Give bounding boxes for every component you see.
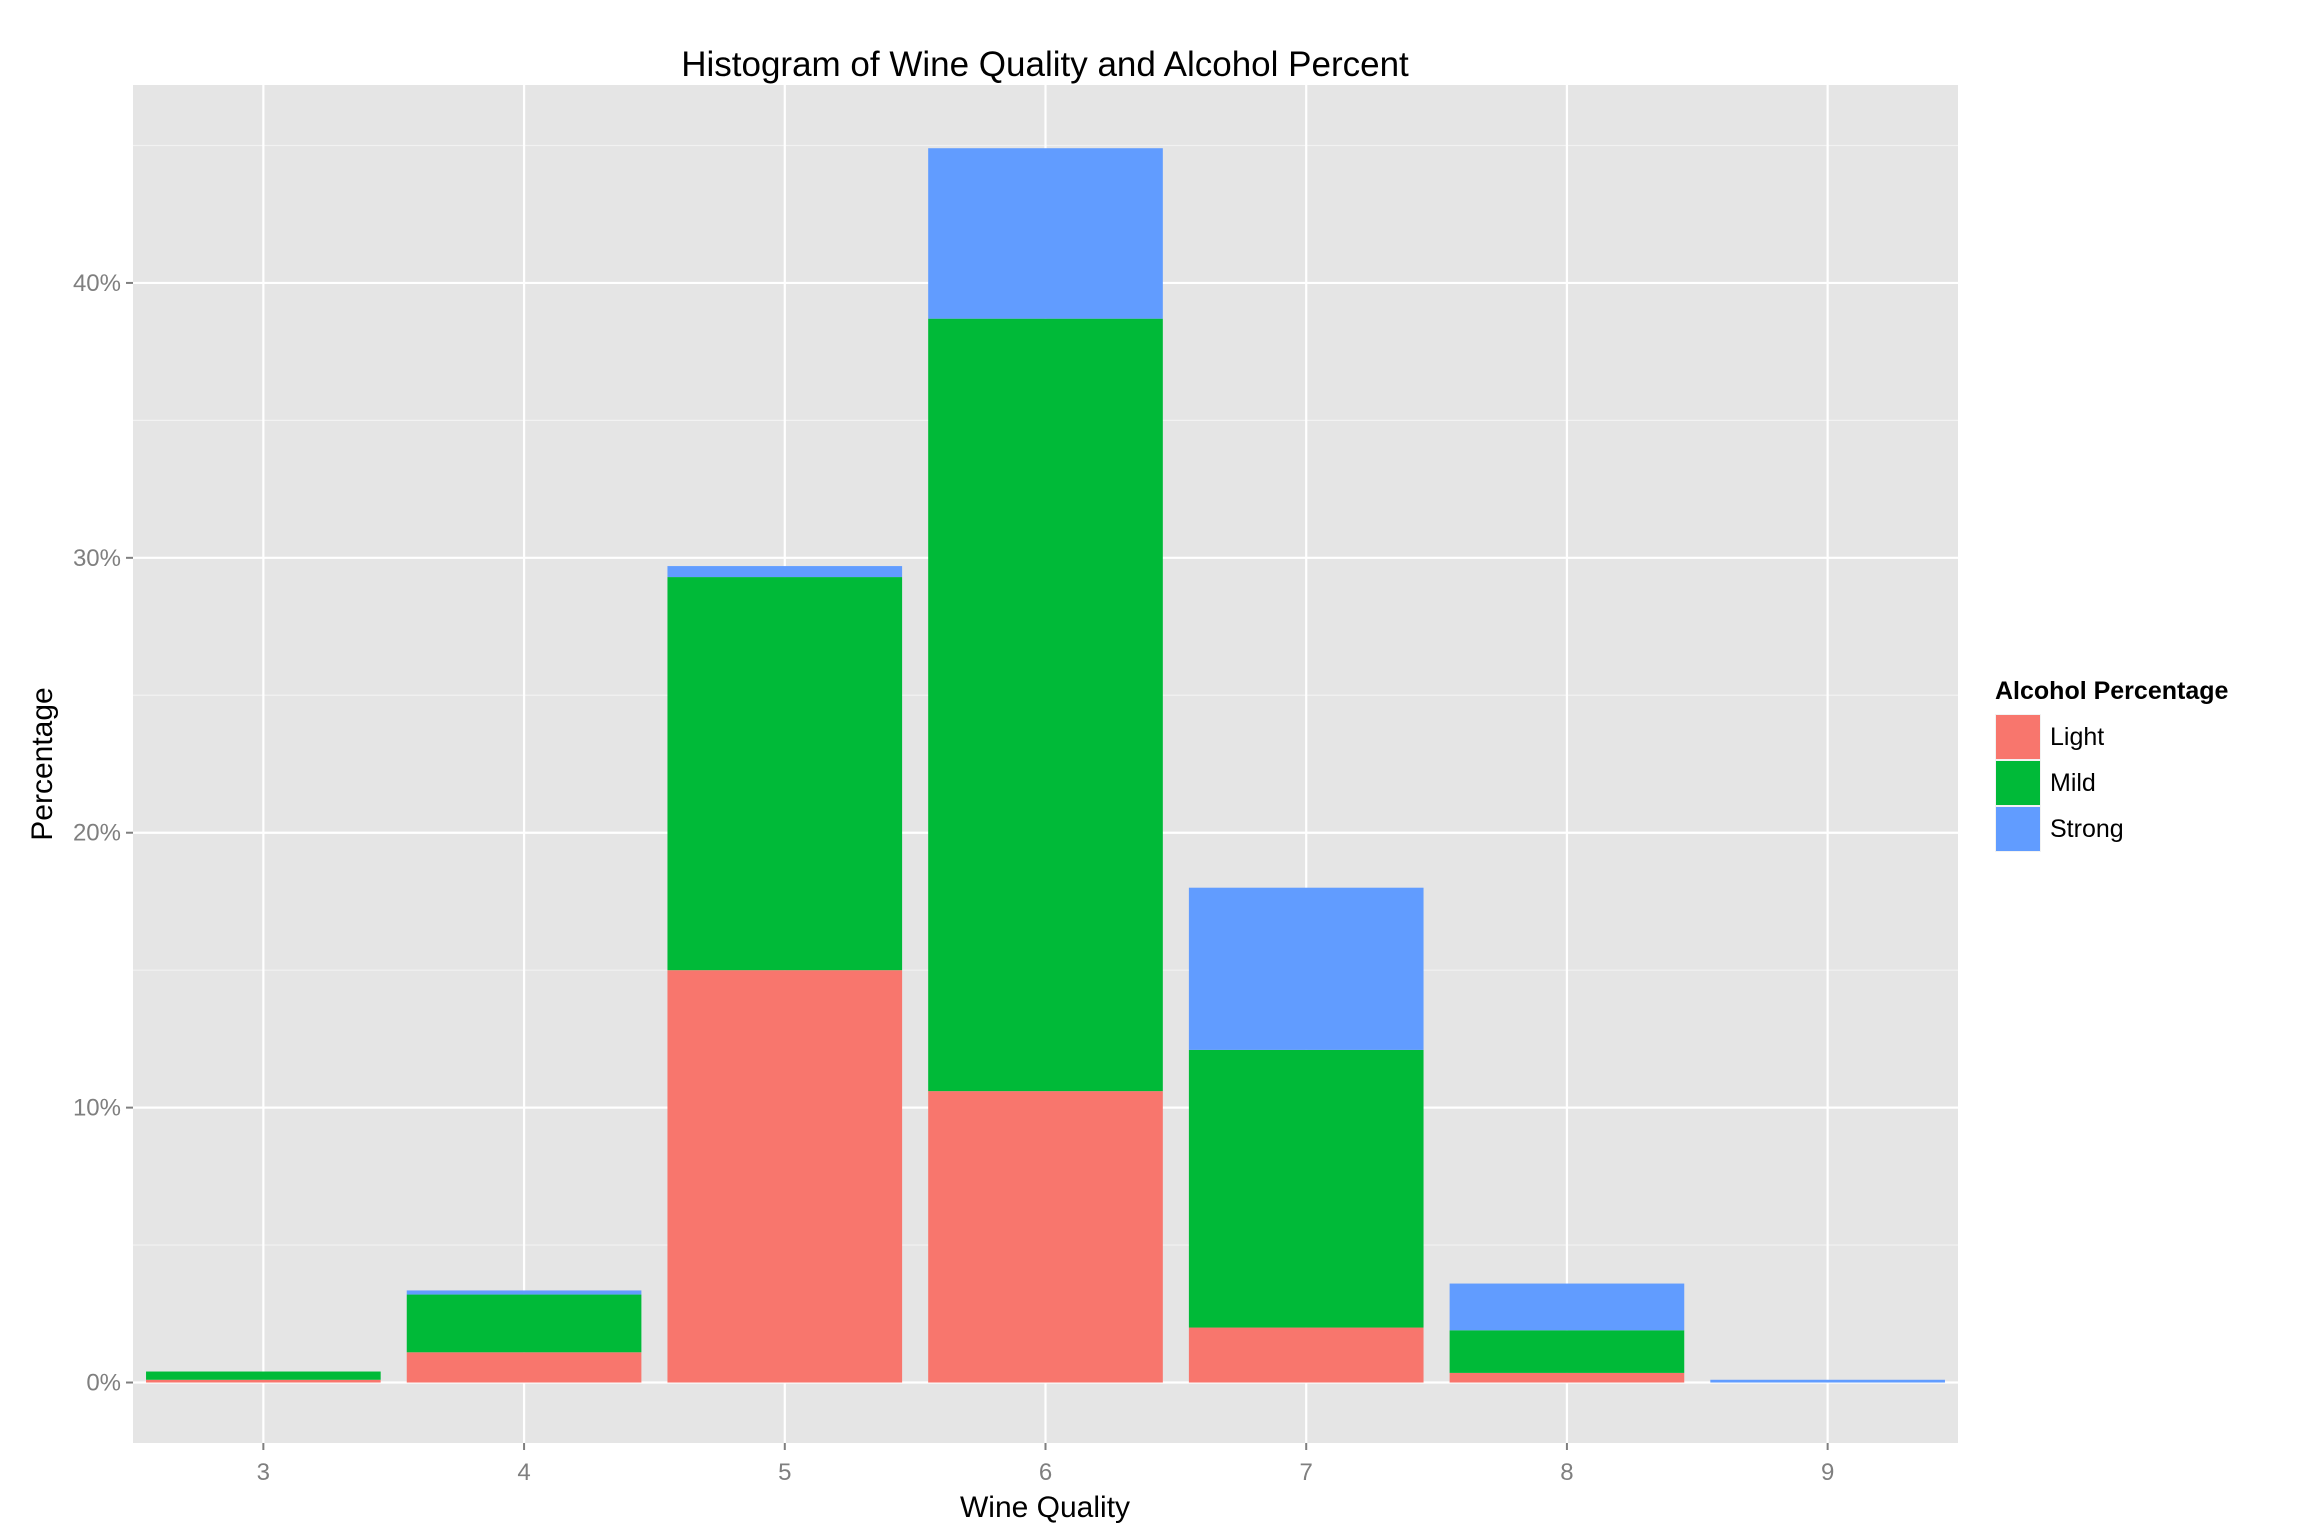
- bar-light-8: [1449, 1372, 1685, 1383]
- bar-strong-9: [1710, 1379, 1945, 1383]
- y-tick-label: 20%: [73, 820, 121, 847]
- bar-strong-7: [1188, 887, 1424, 1050]
- legend: Alcohol Percentage Light Mild Strong: [1995, 677, 2228, 852]
- legend-label-strong: Strong: [2050, 815, 2124, 843]
- x-tick-label: 5: [778, 1459, 791, 1486]
- bar-strong-8: [1449, 1283, 1685, 1331]
- y-axis-title: Percentage: [26, 687, 59, 840]
- legend-title: Alcohol Percentage: [1995, 677, 2228, 705]
- bar-mild-6: [928, 318, 1163, 1092]
- bar-strong-5: [667, 566, 903, 578]
- legend-swatch-mild: [1996, 761, 2040, 805]
- y-tick-label: 10%: [73, 1095, 121, 1122]
- legend-swatch-light: [1996, 715, 2040, 759]
- chart-title: Histogram of Wine Quality and Alcohol Pe…: [681, 45, 1409, 84]
- x-tick-label: 3: [257, 1459, 270, 1486]
- x-tick-label: 9: [1821, 1459, 1834, 1486]
- legend-label-mild: Mild: [2050, 769, 2096, 797]
- bar-mild-5: [667, 577, 903, 971]
- x-axis-title: Wine Quality: [960, 1491, 1130, 1524]
- x-axis-ticks: 3 4 5 6 7 8 9: [257, 1443, 1834, 1486]
- bar-light-4: [406, 1352, 642, 1383]
- bar-light-3: [146, 1379, 381, 1383]
- bar-mild-3: [146, 1371, 381, 1380]
- bar-strong-4: [406, 1290, 642, 1295]
- y-tick-label: 40%: [73, 270, 121, 297]
- x-tick-label: 8: [1560, 1459, 1573, 1486]
- x-tick-label: 4: [517, 1459, 530, 1486]
- legend-label-light: Light: [2050, 723, 2104, 751]
- bar-mild-7: [1188, 1049, 1424, 1328]
- bars: [146, 148, 1945, 1383]
- bar-mild-8: [1449, 1330, 1685, 1373]
- y-tick-label: 30%: [73, 545, 121, 572]
- x-tick-label: 6: [1039, 1459, 1052, 1486]
- bar-strong-6: [928, 148, 1163, 319]
- bar-light-7: [1188, 1327, 1424, 1383]
- bar-light-6: [928, 1091, 1163, 1383]
- bar-light-5: [667, 970, 903, 1383]
- y-axis-ticks: 0% 10% 20% 30% 40%: [73, 270, 133, 1397]
- legend-swatch-strong: [1996, 807, 2040, 851]
- y-tick-label: 0%: [86, 1370, 121, 1397]
- x-tick-label: 7: [1300, 1459, 1313, 1486]
- bar-mild-4: [406, 1294, 642, 1353]
